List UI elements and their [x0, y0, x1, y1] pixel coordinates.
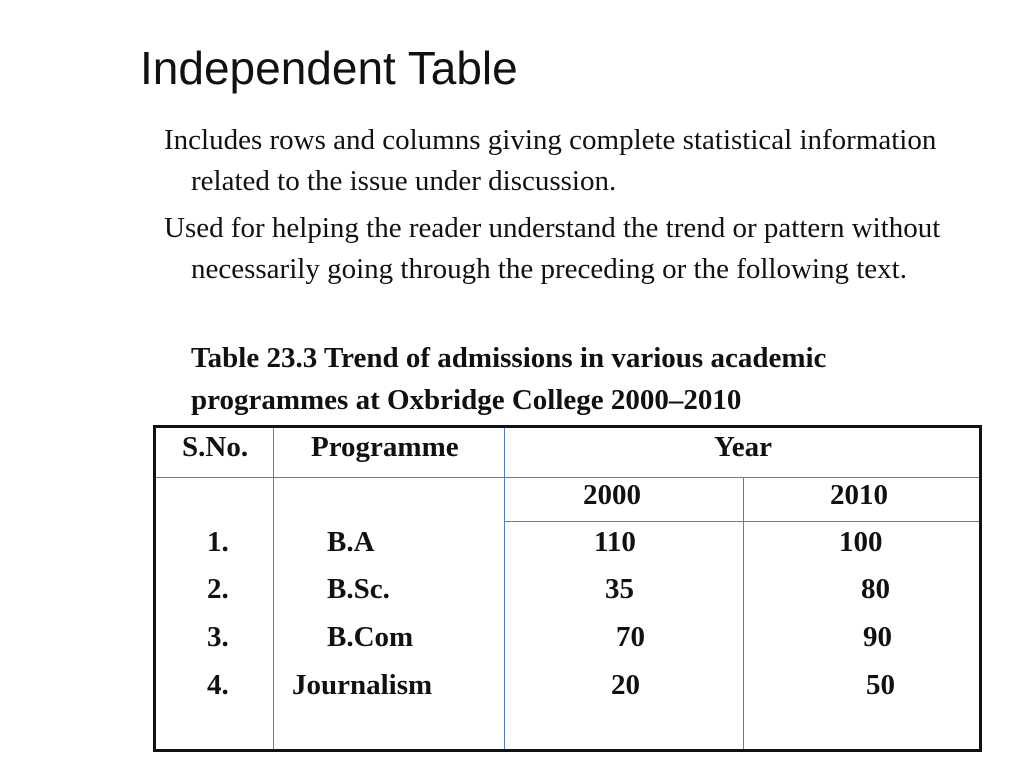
header-row-divider	[156, 477, 979, 478]
column-divider-programme	[504, 428, 505, 749]
row-1-2010: 100	[839, 526, 883, 558]
row-3-sno: 3.	[207, 621, 229, 653]
row-2-2010: 80	[861, 573, 890, 605]
row-2-sno: 2.	[207, 573, 229, 605]
row-2-programme: B.Sc.	[327, 573, 390, 605]
row-4-2010: 50	[866, 669, 895, 701]
column-divider-sno	[273, 428, 274, 749]
year-2000-header: 2000	[583, 479, 641, 511]
paragraph-purpose: Used for helping the reader understand t…	[164, 212, 941, 285]
paragraph-description: Includes rows and columns giving complet…	[164, 124, 937, 197]
header-sno: S.No.	[182, 431, 249, 463]
row-4-programme: Journalism	[292, 669, 433, 701]
row-1-sno: 1.	[207, 526, 229, 558]
header-year: Year	[714, 431, 772, 463]
slide-title: Independent Table	[140, 42, 518, 94]
row-1-programme: B.A	[327, 526, 375, 558]
table-caption: Table 23.3 Trend of admissions in variou…	[191, 342, 827, 416]
row-1-2000: 110	[594, 526, 636, 558]
row-3-2000: 70	[616, 621, 645, 653]
row-4-sno: 4.	[207, 669, 229, 701]
row-3-2010: 90	[863, 621, 892, 653]
year-2010-header: 2010	[830, 479, 888, 511]
header-programme: Programme	[311, 431, 459, 463]
row-3-programme: B.Com	[327, 621, 414, 653]
column-divider-year	[743, 478, 744, 749]
admissions-table: S.No. Programme Year 2000 2010 1. B.A 11…	[153, 425, 982, 752]
year-row-divider	[504, 521, 979, 522]
row-4-2000: 20	[611, 669, 640, 701]
row-2-2000: 35	[605, 573, 634, 605]
